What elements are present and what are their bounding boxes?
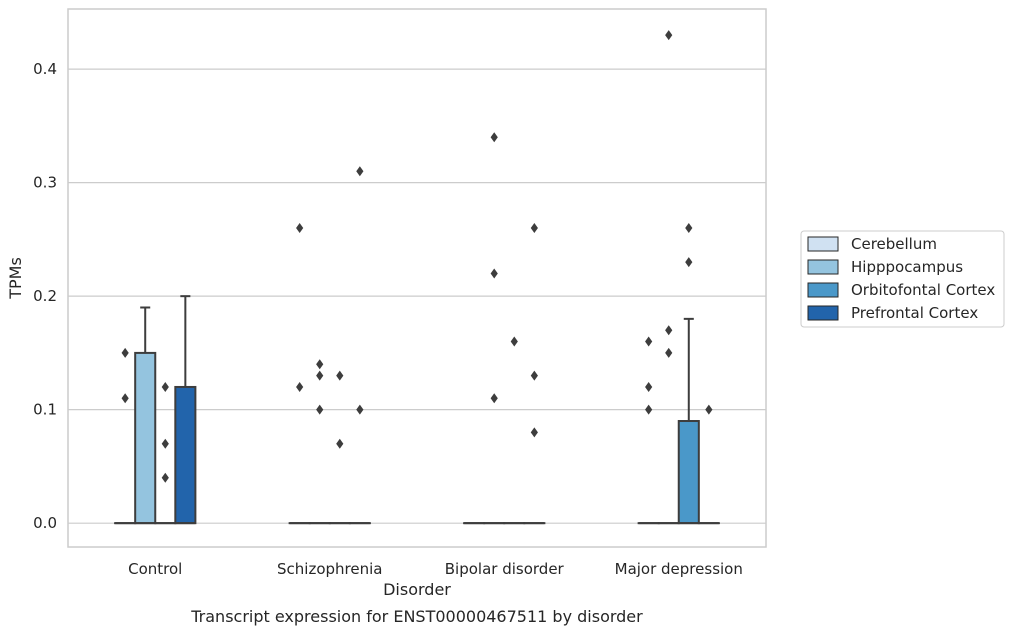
outlier-point [685,257,693,268]
legend-label: Cerebellum [851,235,937,253]
outlier-point [490,393,498,404]
outlier-point [645,381,653,392]
outlier-point [316,359,324,370]
legend-label: Orbitofontal Cortex [851,281,995,299]
outlier-point [665,347,673,358]
outlier-point [336,370,344,381]
outlier-point [530,370,538,381]
outlier-point [356,166,364,177]
y-tick-label: 0.0 [33,514,57,532]
outlier-point [665,30,673,41]
y-tick-label: 0.1 [33,401,57,419]
legend-label: Hipppocampus [851,258,963,276]
box [174,385,197,525]
outlier-point [296,381,304,392]
legend-label: Prefrontal Cortex [851,304,978,322]
outlier-point [121,347,129,358]
x-tick-labels: Control Schizophrenia Bipolar disorder Majo… [128,560,743,578]
plot-background [68,9,766,547]
x-axis-label: Disorder [383,580,451,599]
outlier-point [530,427,538,438]
outlier-point [316,404,324,415]
y-axis-label: TPMs [6,257,25,300]
x-tick-label: Schizophrenia [277,560,382,578]
y-tick-label: 0.3 [33,174,57,192]
outlier-point [161,472,169,483]
outlier-point [490,132,498,143]
outlier-points [121,30,713,483]
y-tick-label: 0.2 [33,287,57,305]
outlier-point [645,404,653,415]
outlier-point [645,336,653,347]
outlier-point [490,268,498,279]
x-tick-label: Major depression [615,560,743,578]
chart-caption: Transcript expression for ENST0000046751… [190,607,643,626]
outlier-point [121,393,129,404]
legend-swatch [807,282,839,298]
plot-frame [67,8,767,548]
outlier-point [161,438,169,449]
legend-swatch [807,305,839,321]
legend-swatch [807,259,839,275]
outlier-point [316,370,324,381]
outlier-point [705,404,713,415]
y-tick-labels: 0.0 0.1 0.2 0.3 0.4 [33,60,57,532]
outlier-point [336,438,344,449]
box [134,351,157,525]
outlier-point [161,381,169,392]
x-tick-label: Bipolar disorder [445,560,565,578]
box [677,420,700,525]
outlier-point [665,325,673,336]
box-series [114,295,720,525]
outlier-point [685,223,693,234]
outlier-point [530,223,538,234]
outlier-point [510,336,518,347]
outlier-point [296,223,304,234]
legend-frame [800,230,1005,328]
x-tick-label: Control [128,560,182,578]
legend-swatch [807,236,839,252]
outlier-point [356,404,364,415]
legend: Cerebellum Hipppocampus Orbitofontal Corte… [800,230,1005,328]
y-tick-label: 0.4 [33,60,57,78]
